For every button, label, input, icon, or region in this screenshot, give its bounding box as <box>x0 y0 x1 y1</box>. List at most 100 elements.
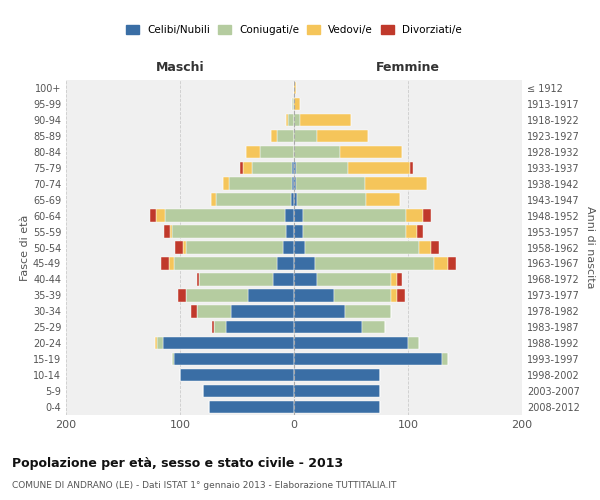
Bar <box>246 146 260 158</box>
Bar <box>286 226 294 238</box>
Bar <box>391 273 397 285</box>
Bar <box>174 353 294 366</box>
Bar <box>408 337 419 349</box>
Bar <box>185 289 248 302</box>
Bar <box>419 242 431 254</box>
Bar <box>294 353 442 366</box>
Bar <box>296 178 365 190</box>
Bar <box>366 194 400 206</box>
Bar <box>252 162 292 174</box>
Bar <box>242 162 252 174</box>
Text: Femmine: Femmine <box>376 60 440 74</box>
Bar <box>260 146 294 158</box>
Bar <box>294 337 408 349</box>
Bar <box>294 98 300 110</box>
Y-axis label: Anni di nascita: Anni di nascita <box>585 206 595 289</box>
Bar <box>397 289 404 302</box>
Bar <box>197 305 232 318</box>
Bar <box>292 98 294 110</box>
Bar <box>340 146 403 158</box>
Bar <box>169 257 174 270</box>
Bar <box>442 353 448 366</box>
Bar <box>180 369 294 382</box>
Bar <box>199 273 274 285</box>
Bar <box>156 210 165 222</box>
Bar <box>294 226 303 238</box>
Bar <box>294 273 317 285</box>
Legend: Celibi/Nubili, Coniugati/e, Vedovi/e, Divorziati/e: Celibi/Nubili, Coniugati/e, Vedovi/e, Di… <box>126 25 462 35</box>
Bar <box>163 337 294 349</box>
Bar <box>294 114 300 126</box>
Bar <box>434 257 448 270</box>
Bar <box>223 178 229 190</box>
Bar <box>294 82 296 94</box>
Bar <box>290 194 294 206</box>
Bar <box>417 226 423 238</box>
Bar <box>209 401 294 413</box>
Bar <box>161 257 169 270</box>
Bar <box>365 178 427 190</box>
Bar <box>294 369 380 382</box>
Bar <box>165 210 285 222</box>
Bar <box>151 210 156 222</box>
Bar <box>397 273 403 285</box>
Bar <box>197 273 199 285</box>
Bar <box>292 162 294 174</box>
Bar <box>212 321 214 334</box>
Bar <box>164 226 170 238</box>
Bar <box>271 130 277 142</box>
Bar <box>170 226 172 238</box>
Bar <box>317 130 368 142</box>
Bar <box>317 273 391 285</box>
Bar <box>303 210 406 222</box>
Bar <box>174 257 277 270</box>
Bar <box>346 305 391 318</box>
Text: Maschi: Maschi <box>155 60 205 74</box>
Bar <box>300 114 351 126</box>
Bar <box>294 385 380 398</box>
Text: COMUNE DI ANDRANO (LE) - Dati ISTAT 1° gennaio 2013 - Elaborazione TUTTITALIA.IT: COMUNE DI ANDRANO (LE) - Dati ISTAT 1° g… <box>12 481 397 490</box>
Bar <box>303 226 406 238</box>
Bar <box>294 257 314 270</box>
Bar <box>186 242 283 254</box>
Bar <box>184 242 186 254</box>
Bar <box>294 321 362 334</box>
Bar <box>286 114 289 126</box>
Bar <box>248 289 294 302</box>
Bar <box>406 210 423 222</box>
Bar <box>294 162 296 174</box>
Bar <box>314 257 434 270</box>
Bar <box>217 194 290 206</box>
Bar <box>294 289 334 302</box>
Bar <box>157 337 163 349</box>
Bar <box>203 385 294 398</box>
Bar <box>214 321 226 334</box>
Text: Popolazione per età, sesso e stato civile - 2013: Popolazione per età, sesso e stato civil… <box>12 458 343 470</box>
Bar <box>305 242 419 254</box>
Bar <box>294 401 380 413</box>
Bar <box>178 289 186 302</box>
Bar <box>406 226 417 238</box>
Bar <box>285 210 294 222</box>
Bar <box>283 242 294 254</box>
Bar <box>362 321 385 334</box>
Bar <box>172 353 174 366</box>
Bar <box>191 305 197 318</box>
Bar <box>274 273 294 285</box>
Bar <box>172 226 286 238</box>
Bar <box>277 130 294 142</box>
Bar <box>289 114 294 126</box>
Bar <box>292 178 294 190</box>
Bar <box>294 305 346 318</box>
Bar <box>423 210 431 222</box>
Bar <box>294 146 340 158</box>
Bar <box>334 289 391 302</box>
Bar <box>391 289 397 302</box>
Bar <box>277 257 294 270</box>
Bar <box>226 321 294 334</box>
Bar <box>296 162 347 174</box>
Bar <box>431 242 439 254</box>
Y-axis label: Fasce di età: Fasce di età <box>20 214 30 280</box>
Bar <box>448 257 456 270</box>
Bar <box>211 194 217 206</box>
